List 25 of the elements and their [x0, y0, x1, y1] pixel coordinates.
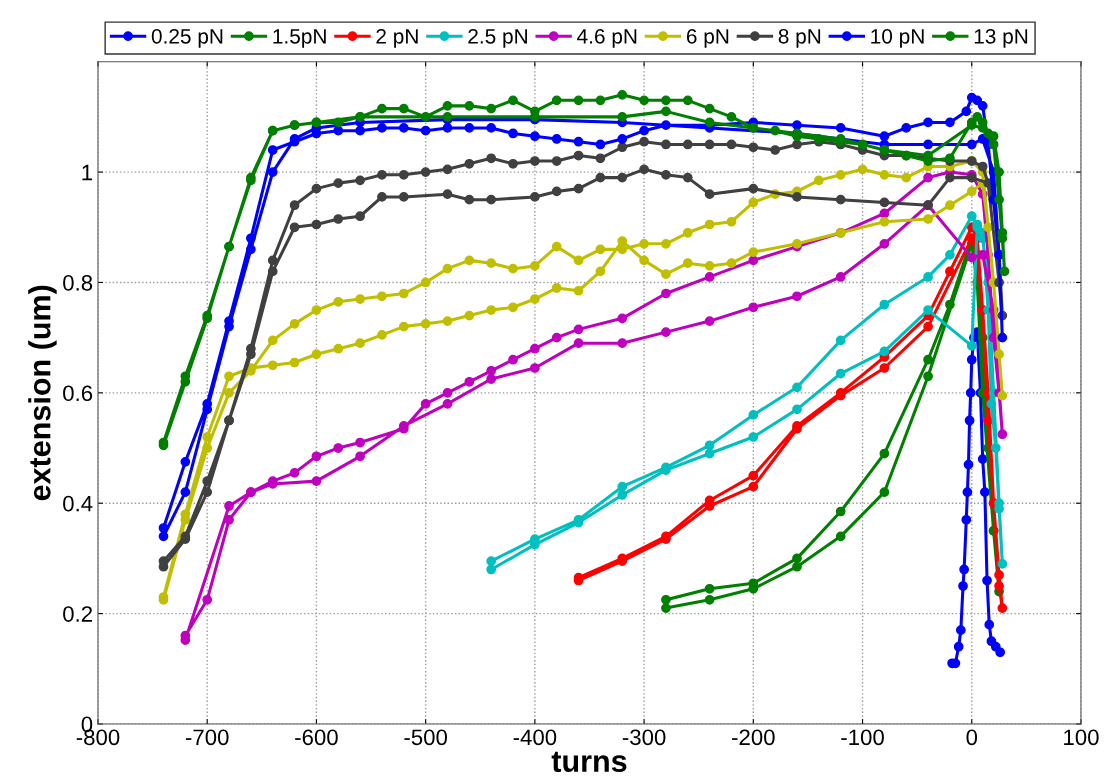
x-tick-label: -300	[622, 729, 666, 746]
y-axis-title: extension (um)	[28, 285, 57, 501]
y-tick-label: 1	[82, 164, 93, 181]
legend-label: 6 pN	[686, 28, 729, 48]
legend-label: 8 pN	[778, 28, 821, 48]
y-tick-label: 0.2	[63, 606, 92, 622]
legend-label: 10 pN	[871, 28, 924, 48]
x-tick-label: -400	[513, 729, 557, 746]
x-tick-label: 100	[1064, 729, 1099, 746]
x-tick-label: -700	[185, 729, 229, 746]
x-tick-label: -200	[732, 729, 775, 746]
x-axis-title: turns	[551, 751, 627, 773]
y-tick-label: 0.6	[63, 385, 93, 402]
x-tick-label: -500	[404, 729, 448, 746]
legend-label: 2 pN	[376, 28, 418, 48]
legend-label: 2.5 pN	[468, 28, 527, 48]
x-tick-label: -600	[295, 729, 338, 746]
legend-label: 0.25 pN	[151, 28, 223, 48]
x-tick-label: -100	[841, 729, 884, 746]
legend-label: 13 pN	[974, 28, 1028, 48]
y-tick-label: 0.8	[63, 275, 93, 291]
legend-label: 4.6 pN	[577, 28, 637, 48]
legend-label: 1.5pN	[273, 29, 326, 48]
y-tick-label: 0.4	[63, 495, 93, 512]
x-tick-label: 0	[966, 729, 978, 746]
